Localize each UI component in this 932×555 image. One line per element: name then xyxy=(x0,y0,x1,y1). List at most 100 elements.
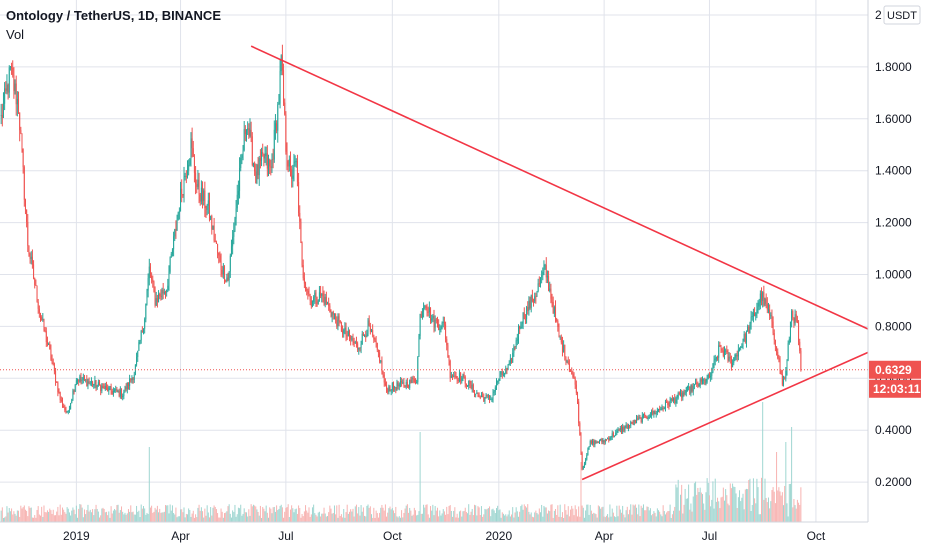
volume-bar xyxy=(556,514,558,522)
volume-bar xyxy=(75,505,77,522)
candle-body xyxy=(615,432,617,436)
volume-bar xyxy=(329,505,331,522)
candle-body xyxy=(684,392,686,394)
volume-bar xyxy=(675,484,677,522)
candle-body xyxy=(145,303,147,320)
volume-bar xyxy=(77,517,79,522)
candle-body xyxy=(677,392,679,398)
volume-bar xyxy=(320,516,322,522)
candle-body xyxy=(390,390,392,392)
candle-body xyxy=(241,155,243,158)
volume-bar xyxy=(116,505,118,522)
candle-body xyxy=(364,335,366,337)
candle-body xyxy=(182,194,184,196)
volume-bar xyxy=(115,510,117,522)
volume-bar xyxy=(153,511,155,522)
candle-body xyxy=(206,205,208,210)
candle-body xyxy=(248,128,250,136)
volume-bar xyxy=(480,506,482,522)
volume-bar xyxy=(371,514,373,522)
volume-bar xyxy=(741,497,743,522)
volume-bar xyxy=(23,505,25,522)
volume-bar xyxy=(602,506,604,522)
candle-body xyxy=(765,298,767,304)
candle-body xyxy=(698,386,700,388)
candles[interactable] xyxy=(0,44,802,471)
candle-body xyxy=(87,381,89,387)
volume-bar xyxy=(622,505,624,522)
candle-body xyxy=(592,440,594,444)
volume-bar xyxy=(49,508,51,522)
candle-body xyxy=(354,342,356,344)
candle-body xyxy=(519,326,521,329)
volume-bar xyxy=(792,507,794,522)
volume-bar xyxy=(58,515,60,522)
candle-body xyxy=(152,279,154,282)
candle-body xyxy=(729,356,731,359)
candle-body xyxy=(472,384,474,392)
candle-body xyxy=(94,380,96,385)
candle-body xyxy=(232,236,234,247)
candle-body xyxy=(214,240,216,242)
volume-bar xyxy=(299,508,301,522)
candle-body xyxy=(634,419,636,424)
candle-body xyxy=(4,88,6,104)
candle-body xyxy=(159,294,161,297)
volume-bar xyxy=(662,505,664,522)
candle-body xyxy=(0,114,2,116)
volume-bar xyxy=(658,510,660,522)
candle-body xyxy=(40,313,42,318)
candle-body xyxy=(622,426,624,432)
candle-body xyxy=(798,322,800,342)
candle-body xyxy=(549,288,551,291)
candle-body xyxy=(763,292,765,305)
volume-bar xyxy=(436,507,438,522)
time-tick-label: Jul xyxy=(278,529,293,543)
candle-body xyxy=(123,392,125,397)
volume-bar xyxy=(166,505,168,522)
volume-bar xyxy=(0,510,2,522)
candle-body xyxy=(342,331,344,334)
volume-bar xyxy=(573,515,575,522)
volume-bar xyxy=(298,505,300,522)
price-tick-label: 1.0000 xyxy=(875,268,912,282)
volume-indicator-label[interactable]: Vol xyxy=(6,27,25,42)
volume-bar xyxy=(692,496,694,522)
volume-bar xyxy=(73,509,75,522)
candle-body xyxy=(360,344,362,348)
candle-body xyxy=(171,249,173,254)
volume-bar xyxy=(365,516,367,522)
symbol-title[interactable]: Ontology / TetherUS, 1D, BINANCE xyxy=(6,8,221,23)
candle-body xyxy=(264,156,266,159)
volume-bar xyxy=(482,516,484,522)
candle-body xyxy=(294,161,296,163)
volume-bar xyxy=(523,504,525,522)
volume-bar xyxy=(217,513,219,522)
volume-bar xyxy=(87,504,89,522)
candle-body xyxy=(663,407,665,409)
volume-bar xyxy=(620,512,622,522)
candle-body xyxy=(430,307,432,321)
candle-body xyxy=(536,291,538,297)
candle-body xyxy=(149,266,151,276)
volume-bar xyxy=(464,507,466,522)
candle-body xyxy=(735,354,737,356)
candle-body xyxy=(623,426,625,431)
candle-body xyxy=(697,384,699,387)
volume-bar xyxy=(287,504,289,522)
candle-body xyxy=(788,339,790,344)
volume-bar xyxy=(513,517,515,522)
candle-body xyxy=(608,438,610,441)
volume-bar xyxy=(744,489,746,522)
candle-body xyxy=(644,414,646,416)
volume-bar xyxy=(72,507,74,522)
volume-bar xyxy=(133,514,135,522)
volume-bar xyxy=(651,515,653,522)
candle-body xyxy=(95,380,97,388)
candle-body xyxy=(327,303,329,305)
trendlines[interactable] xyxy=(250,45,869,481)
volume-bar xyxy=(612,512,614,522)
volume-bar xyxy=(318,511,320,522)
